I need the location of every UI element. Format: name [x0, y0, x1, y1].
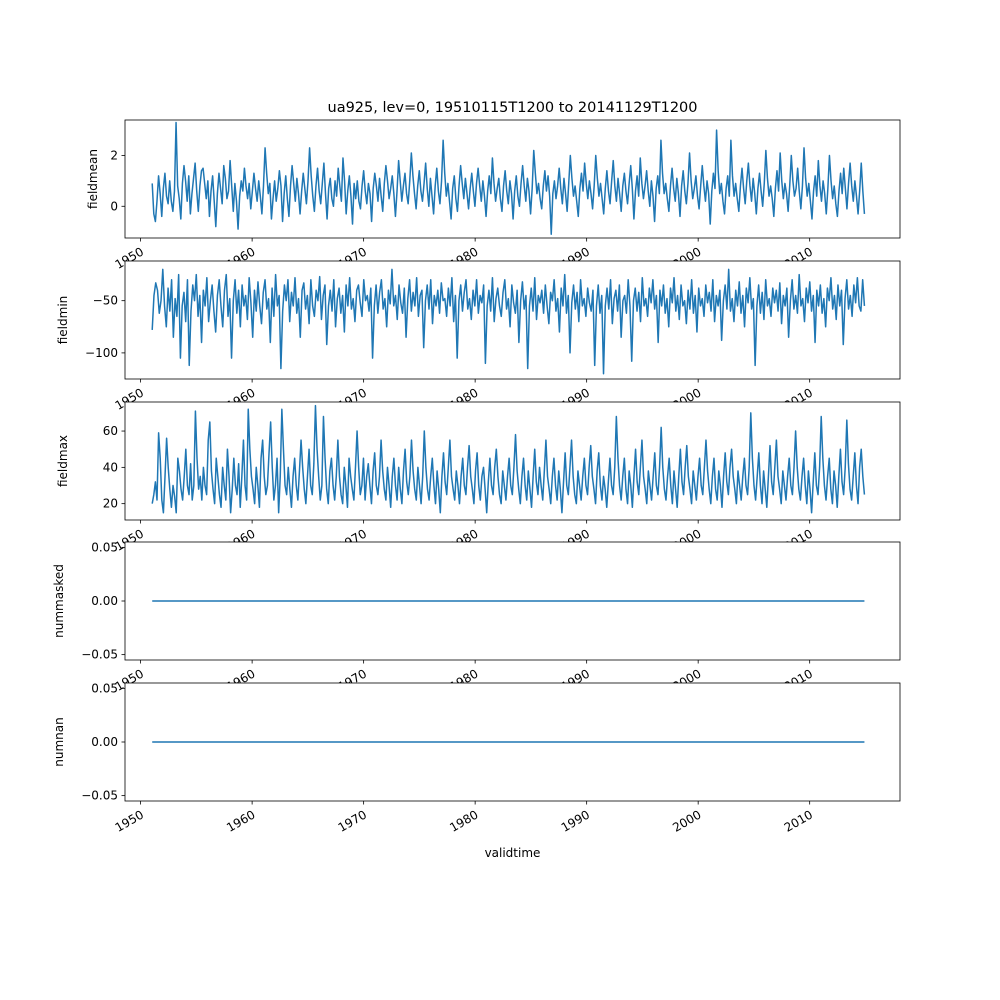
y-tick-label: 0	[110, 199, 118, 213]
y-axis-label: nummasked	[52, 564, 66, 638]
y-tick-label: 0.05	[91, 681, 118, 695]
axes-frame	[124, 401, 901, 521]
y-tick-label: 60	[103, 424, 118, 438]
series-line-fieldmin	[151, 268, 866, 375]
axes-frame	[124, 260, 901, 380]
y-tick-label: 20	[103, 497, 118, 511]
axes-background	[125, 402, 900, 520]
y-tick-label: −0.05	[81, 648, 118, 662]
axes-background	[125, 261, 900, 379]
y-axis-label: numnan	[52, 717, 66, 766]
y-axis-label: fieldmean	[86, 149, 100, 209]
axes-frame	[124, 119, 901, 239]
y-tick-label: 40	[103, 460, 118, 474]
series-line-fieldmax	[151, 404, 866, 514]
y-tick-label: 2	[110, 149, 118, 163]
y-axis-label: fieldmax	[56, 435, 70, 487]
y-axis-label: fieldmin	[56, 296, 70, 345]
x-axis-label: validtime	[485, 846, 541, 860]
y-tick-label: −100	[85, 346, 118, 360]
y-tick-label: 0.00	[91, 735, 118, 749]
y-tick-label: −50	[93, 294, 118, 308]
y-tick-label: −0.05	[81, 789, 118, 803]
series-line-fieldmean	[151, 121, 866, 235]
y-tick-label: 0.05	[91, 540, 118, 554]
figure-title: ua925, lev=0, 19510115T1200 to 20141129T…	[328, 100, 698, 116]
y-tick-label: 0.00	[91, 594, 118, 608]
